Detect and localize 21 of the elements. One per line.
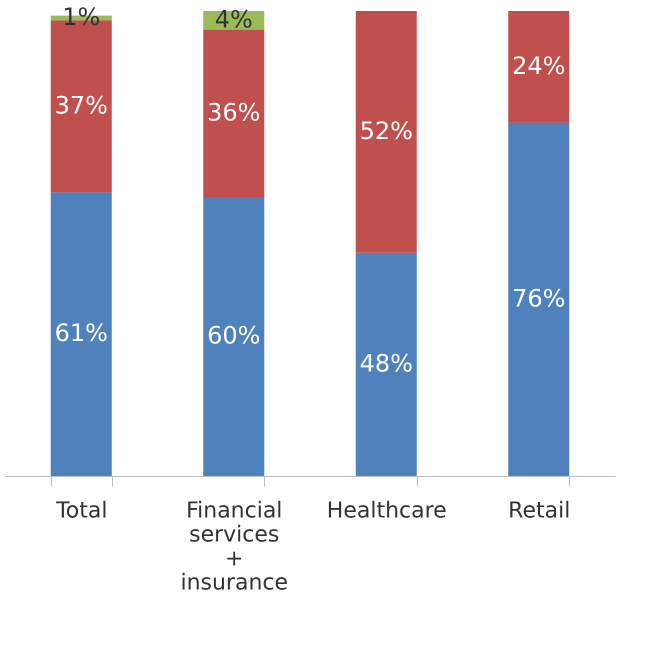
x-tick-label: Total <box>55 498 108 524</box>
data-label: 52% <box>360 116 413 145</box>
x-tick-label: Healthcare <box>326 498 447 524</box>
data-label: 37% <box>54 91 108 120</box>
bar <box>50 192 112 476</box>
data-label: 1% <box>62 2 100 31</box>
bar <box>203 30 264 197</box>
data-label: 24% <box>512 52 566 80</box>
data-label: 36% <box>207 98 260 126</box>
data-label: 48% <box>360 349 413 378</box>
bar <box>356 11 417 253</box>
data-label: 4% <box>214 5 253 34</box>
bar <box>508 11 570 123</box>
bar <box>508 122 570 476</box>
bar <box>356 252 417 476</box>
data-label: 61% <box>54 319 108 348</box>
x-tick-label: Financial services + insurance <box>180 498 288 596</box>
data-label: 60% <box>207 322 260 350</box>
x-tick-label: Retail <box>508 498 570 524</box>
bar <box>203 197 264 476</box>
data-label: 76% <box>512 284 566 312</box>
